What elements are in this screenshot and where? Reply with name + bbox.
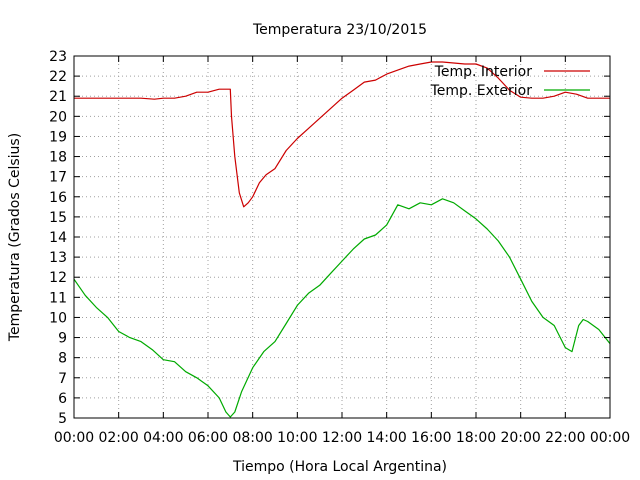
axis-ticks (73, 55, 611, 419)
x-tick-label: 00:00 (54, 430, 94, 446)
chart-title: Temperatura 23/10/2015 (252, 22, 427, 38)
y-tick-label: 9 (58, 331, 67, 347)
x-tick-label: 04:00 (143, 430, 183, 446)
y-tick-label: 21 (49, 89, 67, 105)
legend-label: Temp. Interior (434, 64, 533, 80)
y-tick-label: 23 (49, 49, 67, 65)
grid (74, 56, 610, 418)
y-tick-label: 10 (49, 310, 67, 326)
y-tick-label: 13 (49, 250, 67, 266)
y-tick-label: 18 (49, 150, 67, 166)
x-tick-label: 02:00 (98, 430, 138, 446)
x-tick-label: 08:00 (232, 430, 272, 446)
y-tick-label: 11 (49, 290, 67, 306)
y-tick-label: 7 (58, 371, 67, 387)
x-tick-label: 12:00 (322, 430, 362, 446)
y-tick-label: 20 (49, 109, 67, 125)
x-axis-label: Tiempo (Hora Local Argentina) (232, 459, 447, 475)
y-tick-label: 6 (58, 391, 67, 407)
y-tick-label: 22 (49, 69, 67, 85)
series-layer (73, 61, 611, 418)
legend: Temp. Interior Temp. Exterior (430, 64, 590, 99)
x-tick-label: 10:00 (277, 430, 317, 446)
y-tick-label: 16 (49, 190, 67, 206)
x-tick-label: 18:00 (456, 430, 496, 446)
y-tick-label: 8 (58, 351, 67, 367)
y-tick-label: 19 (49, 129, 67, 145)
x-tick-label: 16:00 (411, 430, 451, 446)
y-tick-label: 15 (49, 210, 67, 226)
series-line-temp-interior (74, 61, 610, 208)
y-tick-label: 17 (49, 170, 67, 186)
y-tick-labels: 5 6 7 8 9 10 11 12 13 14 15 16 17 18 19 20 21 22 23 (49, 49, 67, 427)
x-tick-label: 22:00 (545, 430, 585, 446)
y-tick-label: 14 (49, 230, 67, 246)
x-tick-labels: 00:00 02:00 04:00 06:00 08:00 10:00 12:00 14:00… (54, 430, 630, 446)
x-tick-label: 20:00 (500, 430, 540, 446)
x-tick-label: 06:00 (188, 430, 228, 446)
x-tick-label: 00:00 (590, 430, 630, 446)
y-tick-label: 5 (58, 411, 67, 427)
legend-label: Temp. Exterior (430, 83, 533, 99)
series-line-temp-exterior (73, 198, 611, 418)
y-tick-label: 12 (49, 270, 67, 286)
y-axis-label: Temperatura (Grados Celsius) (7, 133, 23, 342)
x-tick-label: 14:00 (366, 430, 406, 446)
